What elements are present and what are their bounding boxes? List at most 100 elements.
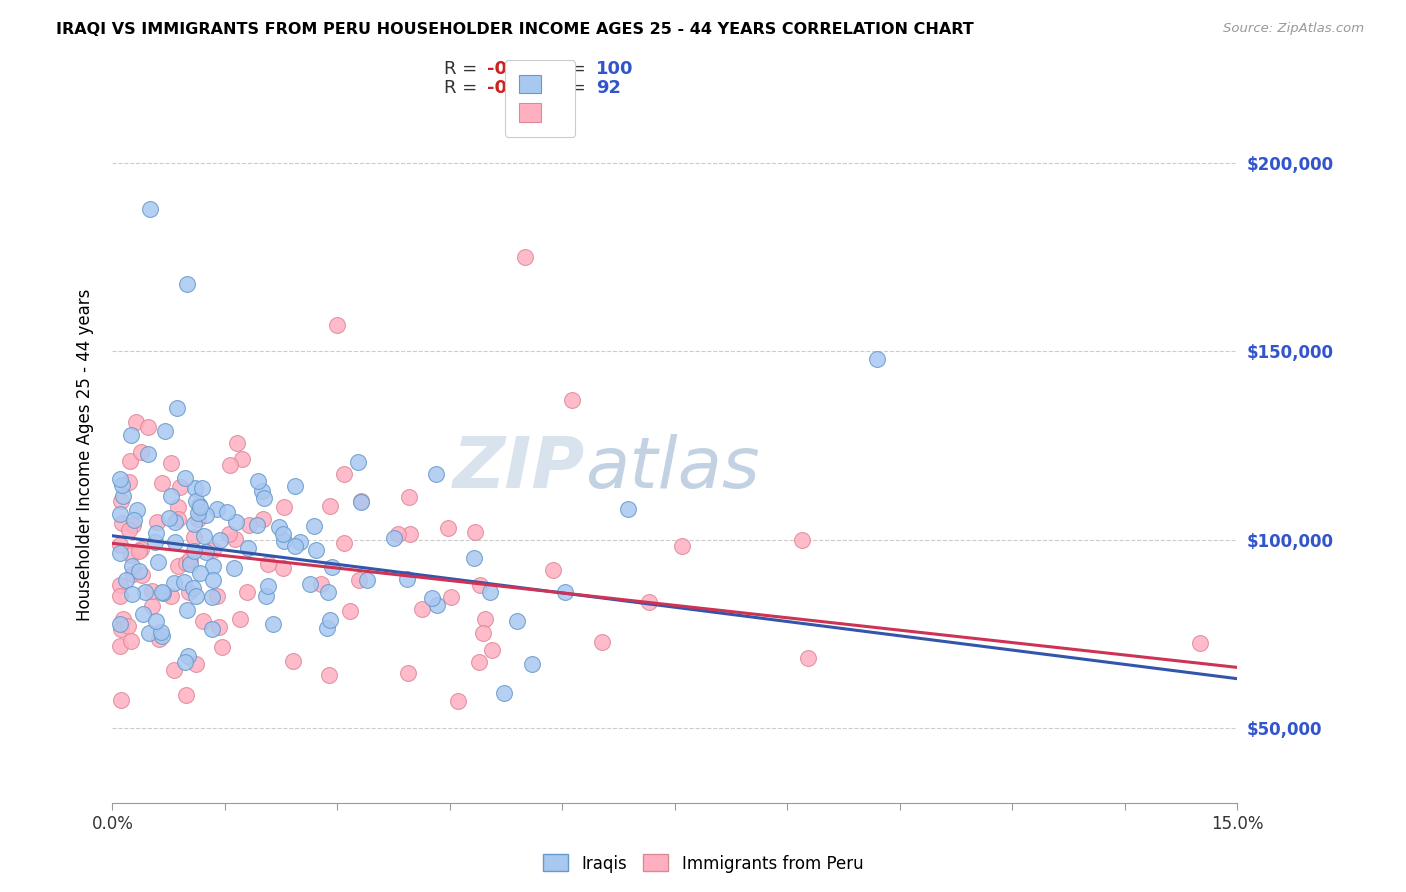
Point	[231, 451, 253, 466]
Point	[129, 541, 152, 556]
Point	[326, 318, 349, 333]
Point	[152, 586, 174, 600]
Point	[174, 556, 197, 570]
Point	[238, 517, 260, 532]
Point	[479, 584, 502, 599]
Point	[252, 512, 274, 526]
Point	[176, 688, 198, 702]
Point	[616, 502, 638, 516]
Point	[121, 587, 143, 601]
Point	[350, 494, 373, 508]
Point	[117, 475, 139, 489]
Point	[256, 557, 278, 571]
Point	[319, 613, 342, 627]
Point	[420, 591, 443, 606]
Point	[167, 500, 190, 515]
Point	[120, 634, 142, 648]
Point	[183, 543, 205, 558]
Point	[191, 614, 214, 628]
Point	[425, 467, 447, 481]
Legend: Iraqis, Immigrants from Peru: Iraqis, Immigrants from Peru	[536, 847, 870, 880]
Point	[273, 533, 295, 548]
Point	[157, 511, 180, 525]
Point	[108, 546, 131, 560]
Point	[246, 474, 269, 488]
Point	[173, 471, 195, 485]
Point	[218, 527, 240, 541]
Point	[193, 529, 215, 543]
Text: R =: R =	[444, 79, 484, 97]
Point	[273, 500, 295, 515]
Point	[302, 519, 325, 533]
Point	[122, 517, 145, 532]
Point	[110, 494, 132, 508]
Point	[396, 572, 419, 586]
Text: R =: R =	[444, 60, 484, 78]
Point	[131, 445, 153, 459]
Point	[224, 533, 246, 547]
Point	[125, 503, 148, 517]
Point	[262, 616, 284, 631]
Point	[139, 202, 162, 216]
Text: N =: N =	[540, 79, 592, 97]
Point	[288, 534, 311, 549]
Text: IRAQI VS IMMIGRANTS FROM PERU HOUSEHOLDER INCOME AGES 25 - 44 YEARS CORRELATION : IRAQI VS IMMIGRANTS FROM PERU HOUSEHOLDE…	[56, 22, 974, 37]
Point	[122, 513, 145, 527]
Point	[163, 663, 186, 677]
Legend:  ,  : ,	[505, 61, 575, 137]
Point	[183, 530, 205, 544]
Text: N =: N =	[540, 60, 592, 78]
Point	[136, 447, 159, 461]
Point	[217, 505, 239, 519]
Text: -0.297: -0.297	[486, 79, 551, 97]
Point	[271, 561, 294, 575]
Point	[305, 543, 328, 558]
Point	[141, 599, 163, 614]
Point	[347, 573, 370, 587]
Point	[128, 564, 150, 578]
Text: Source: ZipAtlas.com: Source: ZipAtlas.com	[1223, 22, 1364, 36]
Point	[121, 567, 143, 582]
Point	[167, 558, 190, 573]
Point	[333, 536, 356, 550]
Point	[188, 566, 211, 580]
Point	[671, 539, 693, 553]
Point	[132, 607, 155, 621]
Point	[201, 558, 224, 573]
Point	[339, 604, 361, 618]
Point	[382, 531, 405, 545]
Point	[176, 648, 198, 663]
Point	[284, 479, 307, 493]
Point	[146, 515, 169, 529]
Point	[591, 634, 613, 648]
Point	[186, 493, 208, 508]
Point	[269, 520, 291, 534]
Point	[463, 551, 485, 566]
Point	[470, 578, 492, 592]
Point	[186, 657, 208, 671]
Point	[187, 498, 209, 512]
Point	[229, 612, 252, 626]
Point	[188, 500, 211, 514]
Text: atlas: atlas	[585, 434, 759, 503]
Point	[117, 619, 139, 633]
Point	[468, 655, 491, 669]
Point	[218, 458, 240, 472]
Point	[399, 526, 422, 541]
Point	[181, 581, 204, 595]
Point	[150, 475, 173, 490]
Point	[208, 620, 231, 634]
Text: 100: 100	[596, 60, 634, 78]
Point	[250, 484, 273, 499]
Point	[145, 526, 167, 541]
Point	[150, 629, 173, 643]
Point	[554, 585, 576, 599]
Point	[141, 584, 163, 599]
Point	[167, 511, 190, 525]
Point	[321, 560, 343, 574]
Point	[187, 506, 209, 520]
Point	[125, 415, 148, 429]
Point	[163, 515, 186, 529]
Point	[281, 654, 304, 668]
Point	[108, 538, 131, 552]
